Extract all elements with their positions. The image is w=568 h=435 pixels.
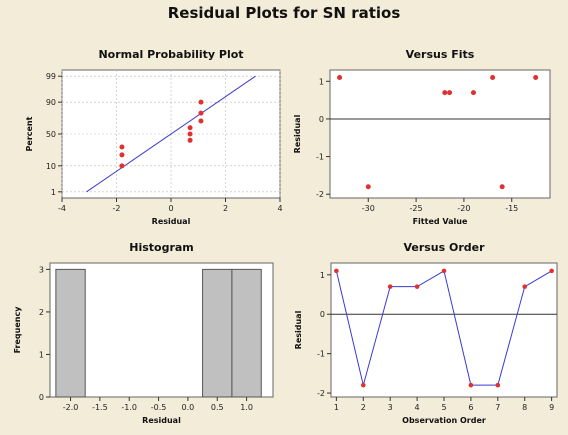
- npp-point: [119, 163, 125, 169]
- fits-title: Versus Fits: [406, 48, 475, 61]
- hist-xtick-label: -1.0: [121, 403, 137, 412]
- npp-panel: Normal Probability Plot -4 -2 0 2 4 1 10 50 90 99 R…: [25, 48, 283, 226]
- order-point: [387, 284, 393, 289]
- order-ytick-label: 0: [320, 310, 325, 319]
- fits-xlabel: Fitted Value: [413, 217, 468, 226]
- order-plot-area: [330, 262, 558, 398]
- npp-point: [119, 152, 125, 158]
- fits-plot-area: [329, 69, 551, 199]
- order-ytick-label: 1: [320, 271, 325, 280]
- npp-ytick-label: 90: [46, 98, 56, 107]
- order-xtick-label: 2: [361, 403, 366, 412]
- order-point: [522, 284, 528, 289]
- order-xtick-label: 1: [334, 403, 339, 412]
- fits-xtick-label: -25: [410, 204, 423, 213]
- fits-ytick-label: 0: [319, 115, 324, 124]
- fits-xtick-label: -20: [457, 204, 470, 213]
- npp-xtick-label: 4: [277, 204, 282, 213]
- npp-point: [198, 110, 204, 116]
- fits-xtick-label: -30: [362, 204, 375, 213]
- hist-panel: Histogram -2.0 -1.5 -1.0 -0.5 0.0 0.5 1.0 0 1 2 3 Re…: [13, 241, 274, 425]
- fits-ytick-label: 1: [319, 77, 324, 86]
- order-ytick-label: -1: [317, 350, 325, 359]
- fits-point: [470, 90, 476, 96]
- hist-xtick-label: 0.0: [182, 403, 195, 412]
- hist-xtick-label: 0.5: [211, 403, 224, 412]
- npp-xtick-label: -4: [58, 204, 66, 213]
- npp-point: [198, 99, 204, 105]
- fits-point: [442, 90, 448, 96]
- order-ylabel: Residual: [294, 310, 303, 349]
- hist-xtick-label: -0.5: [151, 403, 167, 412]
- order-point: [334, 268, 339, 274]
- order-panel: Versus Order 1 2 3 4 5 6 7 8 9 -2 -1 0 1 Observation O…: [294, 241, 558, 425]
- hist-bar: [231, 268, 262, 398]
- fits-point: [365, 184, 371, 190]
- npp-xtick-label: -2: [113, 204, 121, 213]
- fits-panel: Versus Fits -30 -25 -20 -15 -2 -1 0 1 Fitted Valu…: [293, 48, 551, 226]
- order-xtick-label: 8: [522, 403, 527, 412]
- fits-point: [337, 75, 343, 81]
- fits-point: [499, 184, 505, 190]
- order-xtick-label: 7: [495, 403, 500, 412]
- order-xtick-label: 4: [415, 403, 420, 412]
- hist-ytick-label: 3: [39, 265, 44, 274]
- npp-point: [119, 144, 125, 150]
- fits-point: [490, 75, 496, 81]
- order-point: [414, 284, 420, 289]
- npp-title: Normal Probability Plot: [98, 48, 243, 61]
- order-point: [360, 382, 366, 388]
- npp-ytick-label: 99: [46, 72, 56, 81]
- fits-ytick-label: -1: [316, 153, 324, 162]
- order-xtick-label: 3: [388, 403, 393, 412]
- hist-xtick-label: -2.0: [63, 403, 79, 412]
- fits-point: [447, 90, 453, 96]
- order-point: [549, 268, 554, 274]
- fits-ytick-label: -2: [316, 190, 324, 199]
- hist-ytick-label: 1: [39, 350, 44, 359]
- hist-xlabel: Residual: [142, 416, 181, 425]
- order-point: [441, 268, 447, 274]
- order-xtick-label: 5: [441, 403, 446, 412]
- npp-xtick-label: 2: [223, 204, 228, 213]
- npp-point: [187, 137, 193, 143]
- order-ytick-label: -2: [317, 389, 325, 398]
- order-xtick-label: 9: [549, 403, 554, 412]
- hist-ytick-label: 0: [39, 393, 44, 402]
- npp-xlabel: Residual: [152, 217, 191, 226]
- hist-ylabel: Frequency: [13, 306, 22, 354]
- order-point: [468, 382, 474, 388]
- fits-xtick-label: -15: [505, 204, 518, 213]
- hist-title: Histogram: [129, 241, 194, 254]
- npp-ytick-label: 50: [46, 130, 56, 139]
- fits-ylabel: Residual: [293, 114, 302, 153]
- hist-bar: [202, 268, 233, 398]
- fits-point: [533, 75, 539, 81]
- npp-ytick-label: 1: [51, 188, 56, 197]
- hist-bar: [55, 268, 86, 398]
- order-xlabel: Observation Order: [402, 416, 486, 425]
- npp-ytick-label: 10: [46, 162, 56, 171]
- npp-point: [187, 125, 193, 131]
- hist-xtick-label: 1.0: [240, 403, 253, 412]
- npp-fit-line: [86, 75, 256, 193]
- hist-ytick-label: 2: [39, 308, 44, 317]
- npp-point: [187, 131, 193, 137]
- npp-ylabel: Percent: [25, 116, 34, 151]
- order-title: Versus Order: [403, 241, 485, 254]
- npp-point: [198, 118, 204, 124]
- order-xtick-label: 6: [468, 403, 473, 412]
- order-point: [495, 382, 501, 388]
- figure-title: Residual Plots for SN ratios: [167, 4, 401, 22]
- hist-xtick-label: -1.5: [92, 403, 108, 412]
- npp-xtick-label: 0: [168, 204, 173, 213]
